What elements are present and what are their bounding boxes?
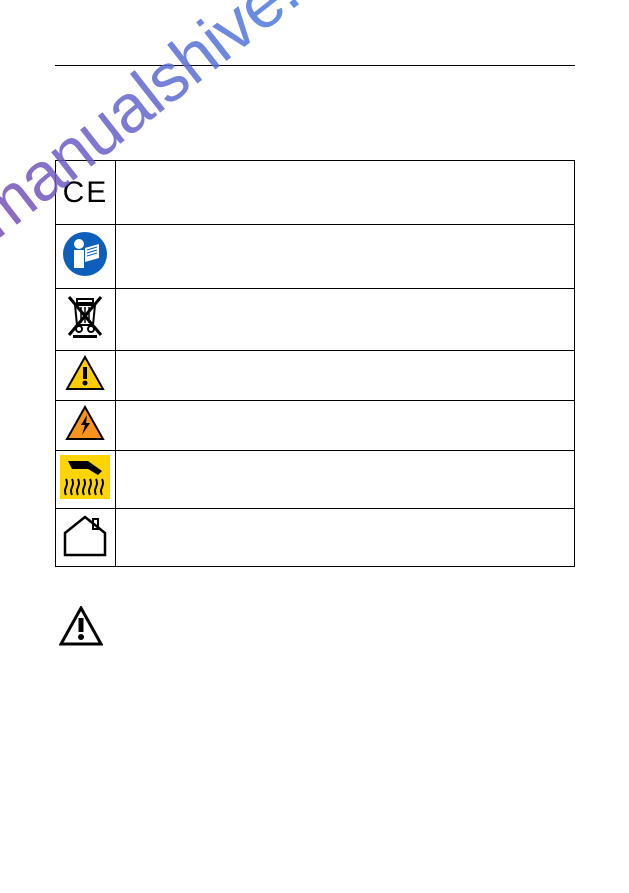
desc-cell <box>115 161 574 225</box>
indoor-use-icon <box>61 513 109 557</box>
icon-cell <box>56 351 116 401</box>
symbols-table: CE <box>55 160 575 567</box>
warning-triangle-icon <box>59 606 103 646</box>
table-row: CE <box>56 161 575 225</box>
desc-cell <box>115 225 574 289</box>
icon-cell <box>56 401 116 451</box>
table-row <box>56 289 575 351</box>
table-row <box>56 225 575 289</box>
weee-bin-icon <box>63 293 107 341</box>
icon-cell <box>56 451 116 509</box>
desc-cell <box>115 401 574 451</box>
warning-general-icon <box>65 355 105 391</box>
header-rule <box>55 65 575 66</box>
table-row <box>56 509 575 567</box>
desc-cell <box>115 509 574 567</box>
desc-cell <box>115 451 574 509</box>
warning-below-table <box>59 606 103 651</box>
icon-cell <box>56 289 116 351</box>
desc-cell <box>115 351 574 401</box>
table-row <box>56 451 575 509</box>
ce-mark-icon: CE <box>63 176 109 209</box>
icon-cell <box>56 509 116 567</box>
table-row <box>56 401 575 451</box>
read-manual-icon <box>61 230 109 278</box>
warning-voltage-icon <box>65 405 105 441</box>
desc-cell <box>115 289 574 351</box>
hot-surface-icon <box>60 455 110 499</box>
icon-cell: CE <box>56 161 116 225</box>
icon-cell <box>56 225 116 289</box>
table-row <box>56 351 575 401</box>
